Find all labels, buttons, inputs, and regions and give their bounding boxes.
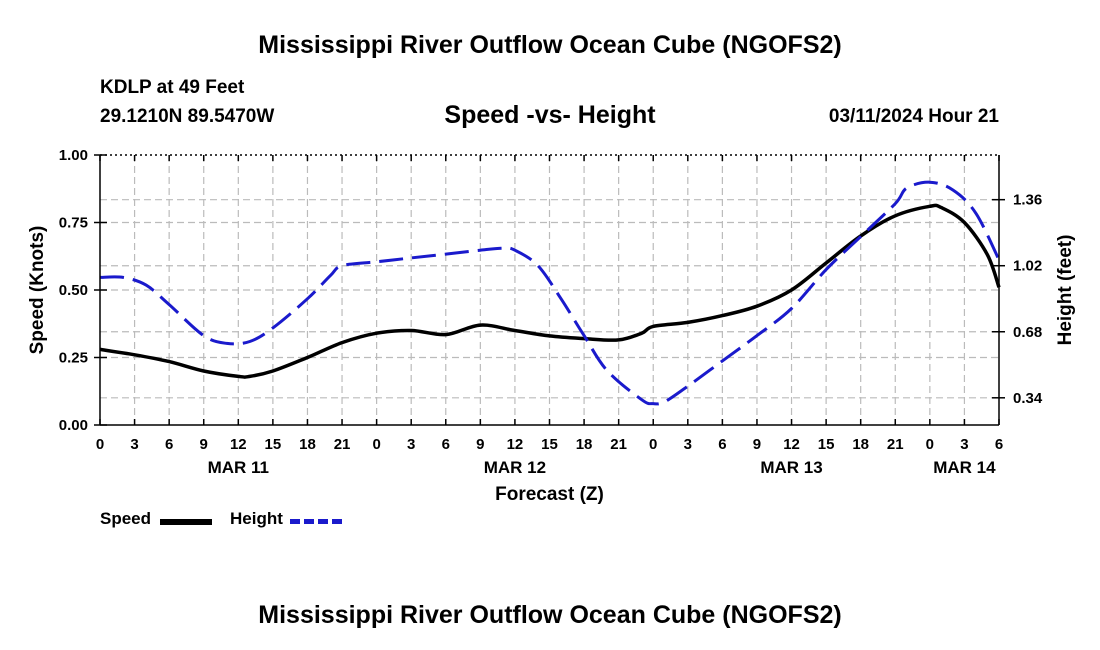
chart-title: Mississippi River Outflow Ocean Cube (NG… <box>258 31 842 59</box>
x-axis-title: Forecast (Z) <box>495 484 604 505</box>
x-tick-label: 6 <box>165 436 173 453</box>
x-tick-label: 21 <box>887 436 904 453</box>
x-tick-label: 6 <box>995 436 1003 453</box>
x-tick-label: 15 <box>265 436 282 453</box>
chart-subtitle: Speed -vs- Height <box>444 101 656 129</box>
date-label: MAR 13 <box>760 458 822 477</box>
x-tick-label: 3 <box>684 436 692 453</box>
x-tick-label: 9 <box>200 436 208 453</box>
x-tick-label: 9 <box>476 436 484 453</box>
y-tick-label: 1.00 <box>59 147 88 164</box>
y-tick-label: 0.50 <box>59 282 88 299</box>
date-label: MAR 12 <box>484 458 546 477</box>
speed-series-line <box>99 203 1001 379</box>
x-tick-label: 0 <box>926 436 934 453</box>
x-tick-label: 6 <box>442 436 450 453</box>
y2-tick-label: 0.34 <box>1013 390 1043 407</box>
x-tick-label: 0 <box>372 436 380 453</box>
x-tick-label: 15 <box>541 436 558 453</box>
x-tick-label: 0 <box>649 436 657 453</box>
y2-axis-title: Height (feet) <box>1055 235 1076 346</box>
forecast-datetime: 03/11/2024 Hour 21 <box>828 106 999 127</box>
y2-tick-label: 0.68 <box>1013 324 1042 341</box>
y-tick-label: 0.75 <box>59 215 88 232</box>
height-series-line <box>99 180 1001 406</box>
x-tick-label: 12 <box>230 436 247 453</box>
x-tick-label: 21 <box>610 436 627 453</box>
x-tick-label: 0 <box>96 436 104 453</box>
x-tick-label: 18 <box>576 436 593 453</box>
x-tick-label: 18 <box>299 436 316 453</box>
x-tick-label: 3 <box>407 436 415 453</box>
x-tick-label: 9 <box>753 436 761 453</box>
y2-tick-label: 1.02 <box>1013 258 1042 275</box>
y-tick-label: 0.25 <box>59 350 88 367</box>
y-tick-label: 0.00 <box>59 417 88 434</box>
grid-lines <box>100 155 999 425</box>
y2-tick-label: 1.36 <box>1013 192 1042 209</box>
date-label: MAR 11 <box>208 458 269 477</box>
x-tick-label: 18 <box>852 436 869 453</box>
coordinates-label: 29.1210N 89.5470W <box>100 106 275 127</box>
x-tick-label: 21 <box>334 436 351 453</box>
legend-height-label: Height <box>230 509 283 528</box>
y-axis-title: Speed (Knots) <box>27 226 48 355</box>
date-label: MAR 14 <box>933 458 996 477</box>
x-tick-label: 12 <box>783 436 800 453</box>
footer-title: Mississippi River Outflow Ocean Cube (NG… <box>258 601 842 629</box>
x-tick-label: 3 <box>960 436 968 453</box>
x-tick-label: 15 <box>818 436 835 453</box>
legend-speed-label: Speed <box>100 509 152 528</box>
legend-speed-swatch <box>160 519 212 525</box>
tick-labels: 0 3 6 9 12 15 18 21 0 3 6 9 12 15 18 21 0 3 6 9 12 15 18 21 0 3 6 M… <box>27 147 1076 505</box>
x-tick-label: 3 <box>130 436 138 453</box>
series-layer <box>99 180 1001 406</box>
axes <box>94 154 1005 426</box>
x-tick-label: 6 <box>718 436 726 453</box>
x-tick-label: 12 <box>507 436 524 453</box>
legend-height-swatch <box>290 519 342 524</box>
station-label: KDLP at 49 Feet <box>100 77 245 98</box>
